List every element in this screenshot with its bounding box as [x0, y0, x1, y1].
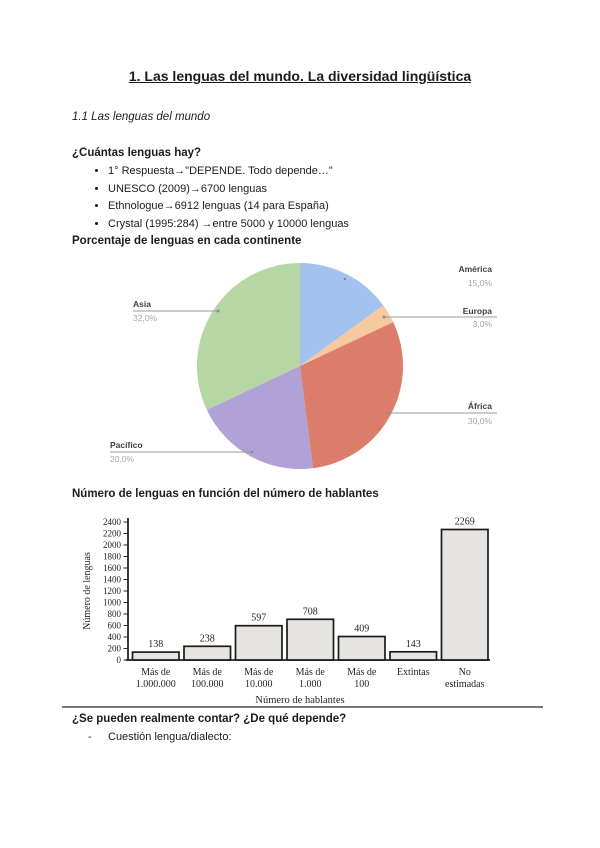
- footer-bullet-list: Cuestión lengua/dialecto:: [88, 729, 232, 745]
- bar-value-label-extintas: 143: [406, 639, 421, 650]
- pie-leader-dot-europa: [382, 315, 386, 319]
- pie-leader-dot-asia: [216, 309, 220, 313]
- pie-slice-africa: [300, 322, 404, 469]
- x-axis-title: Número de hablantes: [255, 695, 344, 706]
- y-tick-label: 2400: [103, 517, 122, 527]
- pie-label-pct-europa: 3,0%: [473, 319, 493, 329]
- bar-mas-de-100: [337, 635, 386, 661]
- bar-value-label-no-estimadas: 2269: [455, 517, 475, 528]
- pie-label-name-africa: África: [468, 401, 492, 411]
- pie-chart-figure: América 15,0% Europa 3,0% África 30,0% Pacífic…: [0, 253, 600, 485]
- pie-slice-america: [300, 263, 384, 366]
- pie-chart: América 15,0% Europa 3,0% África 30,0% Pacífic…: [110, 263, 497, 470]
- pie-slice-asia: [196, 263, 300, 410]
- dash-bullet-item: Cuestión lengua/dialecto:: [88, 729, 232, 745]
- y-tick-label: 800: [108, 609, 122, 619]
- y-tick-label: 2200: [103, 529, 122, 539]
- bar-mas-de-1-000: [286, 618, 335, 661]
- y-tick-label: 1800: [103, 552, 122, 562]
- y-tick-label: 1400: [103, 575, 122, 585]
- pie-label-name-asia: Asia: [133, 299, 151, 309]
- y-tick-label: 2000: [103, 540, 122, 550]
- heading-se-pueden-contar: ¿Se pueden realmente contar? ¿De qué dep…: [72, 713, 347, 725]
- x-category-label-mas-de-1-000: Más de: [296, 667, 326, 678]
- y-tick-label: 1200: [103, 586, 122, 596]
- y-axis-title: Número de lenguas: [82, 552, 93, 630]
- x-category-label-mas-de-1-000-000: Más de: [141, 667, 171, 678]
- x-category-label-no-estimadas: estimadas: [445, 679, 485, 690]
- x-category-label-mas-de-100: 100: [354, 679, 369, 690]
- pie-label-name-america: América: [458, 264, 492, 274]
- x-category-label-mas-de-1-000-000: 1.000.000: [136, 679, 176, 690]
- bar-value-label-mas-de-1-000: 708: [303, 606, 318, 617]
- pie-leader-dot-pacifico: [250, 450, 254, 454]
- bar-value-label-mas-de-100: 409: [354, 623, 369, 634]
- pie-slice-europa: [300, 305, 394, 366]
- bullet-item: Ethnologue→6912 lenguas (14 para España): [108, 198, 349, 216]
- bar-extintas: [389, 650, 438, 661]
- x-category-label-mas-de-10-000: Más de: [244, 667, 274, 678]
- pie-label-name-europa: Europa: [463, 306, 493, 316]
- y-tick-label: 400: [108, 632, 122, 642]
- bar-mas-de-1-000-000: [131, 651, 180, 661]
- bar-value-label-mas-de-100-000: 238: [200, 633, 215, 644]
- x-category-label-mas-de-1-000: 1.000: [299, 679, 322, 690]
- y-tick-label: 1000: [103, 598, 122, 608]
- x-category-label-mas-de-100-000: Más de: [193, 667, 223, 678]
- section-subtitle: 1.1 Las lenguas del mundo: [72, 111, 211, 123]
- x-category-label-mas-de-100: Más de: [347, 667, 377, 678]
- y-tick-label: 0: [117, 655, 122, 665]
- pie-label-pct-pacifico: 20,0%: [110, 454, 135, 464]
- bar-chart-figure: 0 200 400 600 800 1000 1200 1400 1600 1800 2000 220…: [60, 505, 545, 717]
- bar-no-estimadas: [440, 528, 489, 661]
- pie-label-pct-asia: 32,0%: [133, 313, 158, 323]
- y-tick-label: 200: [108, 644, 122, 654]
- heading-numero-lenguas-hablantes: Número de lenguas en función del número …: [72, 488, 379, 500]
- page-title: 1. Las lenguas del mundo. La diversidad …: [128, 68, 472, 84]
- y-tick-label: 1600: [103, 563, 122, 573]
- x-category-label-no-estimadas: No: [459, 667, 471, 678]
- bullet-item: 1° Respuesta→"DEPENDE. Todo depende…": [108, 163, 349, 181]
- heading-cuantas-lenguas-hay: ¿Cuántas lenguas hay?: [72, 147, 202, 159]
- y-tick-label: 600: [108, 621, 122, 631]
- pie-label-pct-america: 15,0%: [468, 278, 493, 288]
- bullet-item: Crystal (1995:284) →entre 5000 y 10000 l…: [108, 216, 349, 234]
- pie-label-name-pacifico: Pacífico: [110, 440, 143, 450]
- pie-leader-dot-africa: [386, 411, 390, 415]
- bar-mas-de-10-000: [234, 624, 283, 661]
- heading-porcentaje-continente: Porcentaje de lenguas en cada continente: [72, 235, 302, 247]
- x-category-label-extintas: Extintas: [397, 667, 430, 678]
- pie-slice-pacifico: [206, 366, 313, 470]
- bullet-item: UNESCO (2009)→6700 lenguas: [108, 181, 349, 199]
- x-category-label-mas-de-10-000: 10.000: [245, 679, 273, 690]
- pie-leader-dot-america: [343, 277, 347, 281]
- x-category-label-mas-de-100-000: 100.000: [191, 679, 224, 690]
- bar-value-label-mas-de-1-000-000: 138: [148, 639, 163, 650]
- bar-mas-de-100-000: [183, 645, 232, 661]
- bar-value-label-mas-de-10-000: 597: [251, 613, 266, 624]
- pie-label-pct-africa: 30,0%: [468, 416, 493, 426]
- questions-bullet-list: 1° Respuesta→"DEPENDE. Todo depende…"UNE…: [72, 163, 349, 234]
